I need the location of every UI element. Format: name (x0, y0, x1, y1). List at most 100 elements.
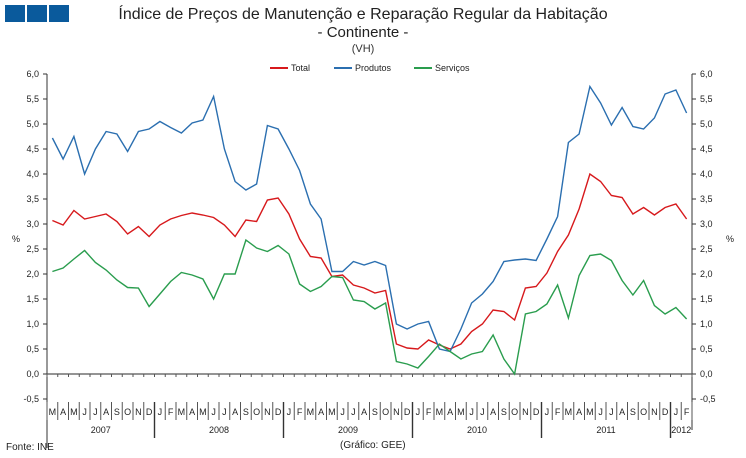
month-label: J (674, 407, 679, 417)
y-tick-label-left: 5,5 (26, 94, 39, 104)
month-label: J (93, 407, 98, 417)
month-label: D (404, 407, 411, 417)
y-tick-label-right: 1,0 (700, 319, 713, 329)
y-tick-label-right: 0,0 (700, 369, 713, 379)
legend-label: Serviços (435, 63, 470, 73)
y-tick-label-left: 2,0 (26, 269, 39, 279)
month-label: S (114, 407, 120, 417)
month-label: O (124, 407, 131, 417)
legend-label: Total (291, 63, 310, 73)
month-label: A (447, 407, 453, 417)
month-label: D (146, 407, 153, 417)
month-label: J (598, 407, 603, 417)
month-label: O (253, 407, 260, 417)
series-line-servicos (52, 238, 688, 376)
y-tick-label-right: 2,5 (700, 244, 713, 254)
month-label: J (287, 407, 292, 417)
month-label: J (158, 407, 163, 417)
y-tick-label-right: 4,5 (700, 144, 713, 154)
source-note: Fonte: INE (6, 442, 54, 453)
month-label: M (586, 407, 594, 417)
month-label: S (630, 407, 636, 417)
month-label: J (211, 407, 216, 417)
month-label: N (651, 407, 658, 417)
month-label: A (619, 407, 625, 417)
y-tick-label-left: 5,0 (26, 119, 39, 129)
logo (5, 5, 69, 22)
month-label: D (533, 407, 540, 417)
month-label: F (684, 407, 690, 417)
year-label: 2007 (91, 425, 111, 435)
month-label: J (416, 407, 421, 417)
unit-note: (VH) (351, 43, 375, 55)
month-label: N (522, 407, 529, 417)
month-label: M (70, 407, 78, 417)
y-tick-label-left: 4,0 (26, 169, 39, 179)
month-label: M (328, 407, 336, 417)
month-label: O (640, 407, 647, 417)
month-label: M (307, 407, 315, 417)
month-label: F (426, 407, 432, 417)
month-label: A (189, 407, 195, 417)
month-label: A (576, 407, 582, 417)
month-label: M (49, 407, 57, 417)
y-tick-label-left: 6,0 (26, 69, 39, 79)
month-label: N (264, 407, 271, 417)
credit-note: (Gráfico: GEE) (340, 440, 406, 451)
legend-label: Produtos (355, 63, 392, 73)
y-tick-label-left: 2,5 (26, 244, 39, 254)
y-axis-label-right: % (726, 234, 734, 244)
month-label: O (511, 407, 518, 417)
y-tick-label-right: 5,0 (700, 119, 713, 129)
y-tick-label-right: 2,0 (700, 269, 713, 279)
month-label: J (469, 407, 474, 417)
year-label: 2009 (338, 425, 358, 435)
month-label: A (60, 407, 66, 417)
month-label: O (382, 407, 389, 417)
month-label: D (662, 407, 669, 417)
y-tick-label-left: 4,5 (26, 144, 39, 154)
month-label: A (318, 407, 324, 417)
month-label: J (480, 407, 485, 417)
year-label: 2011 (596, 425, 615, 435)
month-label: S (372, 407, 378, 417)
year-label: 2012 (671, 425, 691, 435)
series-line-produtos (51, 84, 688, 353)
month-label: A (490, 407, 496, 417)
series-line-total (52, 172, 688, 350)
chart-title: Índice de Preços de Manutenção e Reparaç… (118, 6, 608, 23)
month-label: F (555, 407, 561, 417)
month-label: S (243, 407, 249, 417)
month-label: A (232, 407, 238, 417)
month-label: J (82, 407, 87, 417)
y-tick-label-right: 0,5 (700, 344, 713, 354)
month-label: A (103, 407, 109, 417)
month-label: F (297, 407, 303, 417)
y-tick-label-left: -0,5 (23, 394, 39, 404)
y-tick-label-left: 1,0 (26, 319, 39, 329)
y-tick-label-left: 3,5 (26, 194, 39, 204)
y-tick-label-right: 1,5 (700, 294, 713, 304)
y-tick-label-left: 0,0 (26, 369, 39, 379)
month-label: A (361, 407, 367, 417)
month-label: M (199, 407, 207, 417)
y-axis-label-left: % (12, 234, 20, 244)
y-tick-label-right: 6,0 (700, 69, 713, 79)
month-label: M (178, 407, 186, 417)
y-tick-label-right: 5,5 (700, 94, 713, 104)
year-label: 2008 (209, 425, 229, 435)
month-label: F (168, 407, 174, 417)
month-label: J (351, 407, 356, 417)
month-label: N (393, 407, 400, 417)
month-label: M (436, 407, 444, 417)
month-label: N (135, 407, 142, 417)
y-tick-label-right: -0,5 (700, 394, 716, 404)
y-tick-label-left: 0,5 (26, 344, 39, 354)
month-label: J (222, 407, 227, 417)
year-label: 2010 (467, 425, 487, 435)
month-label: D (275, 407, 282, 417)
month-label: J (545, 407, 550, 417)
chart-subtitle: - Continente - (317, 24, 409, 41)
